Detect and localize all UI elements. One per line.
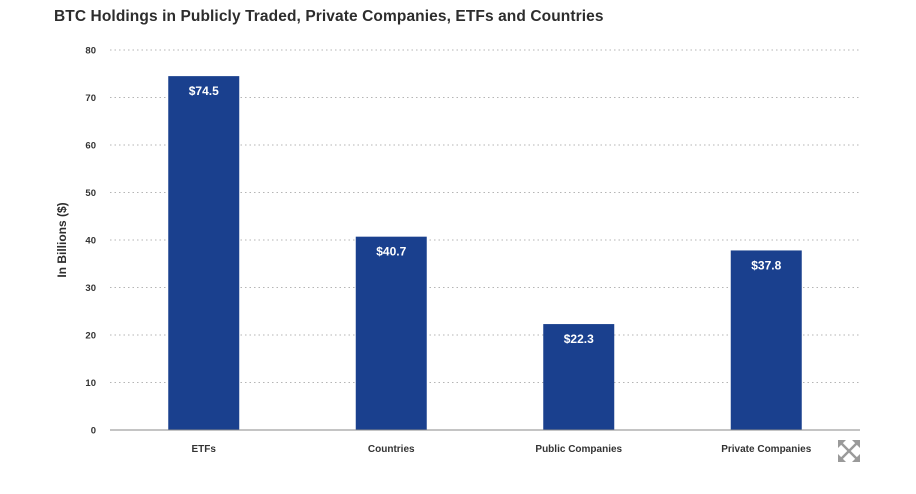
x-category-label: ETFs <box>192 444 217 455</box>
bar-countries[interactable] <box>355 236 427 430</box>
y-tick-label: 40 <box>85 236 96 247</box>
bar-etfs[interactable] <box>168 76 240 430</box>
y-tick-label: 30 <box>85 283 96 294</box>
bars <box>168 76 802 430</box>
expand-arrows-icon[interactable] <box>836 438 862 464</box>
y-tick-label: 0 <box>91 426 96 437</box>
gridlines <box>110 49 860 383</box>
bar-private-companies[interactable] <box>730 250 802 430</box>
bar-data-labels: $74.5 $40.7 $22.3 $37.8 <box>189 84 782 346</box>
x-category-label: Public Companies <box>535 444 622 455</box>
y-tick-label: 80 <box>85 46 96 57</box>
y-tick-label: 60 <box>85 141 96 152</box>
y-tick-label: 70 <box>85 93 96 104</box>
chart-title: BTC Holdings in Publicly Traded, Private… <box>54 8 604 25</box>
bar-data-label: $74.5 <box>189 84 219 98</box>
bar-data-label: $22.3 <box>564 332 594 346</box>
x-axis-categories: ETFs Countries Public Companies Private Com… <box>192 444 812 455</box>
y-tick-label: 20 <box>85 331 96 342</box>
bar-data-label: $40.7 <box>376 245 406 259</box>
x-category-label: Countries <box>368 444 415 455</box>
y-tick-label: 50 <box>85 188 96 199</box>
bar-data-label: $37.8 <box>751 258 781 272</box>
bar-public-companies[interactable] <box>543 324 615 430</box>
y-axis-ticks: 0 10 20 30 40 50 60 70 80 <box>85 46 96 437</box>
y-tick-label: 10 <box>85 378 96 389</box>
y-axis-title: In Billions ($) <box>55 202 69 277</box>
x-category-label: Private Companies <box>721 444 811 455</box>
